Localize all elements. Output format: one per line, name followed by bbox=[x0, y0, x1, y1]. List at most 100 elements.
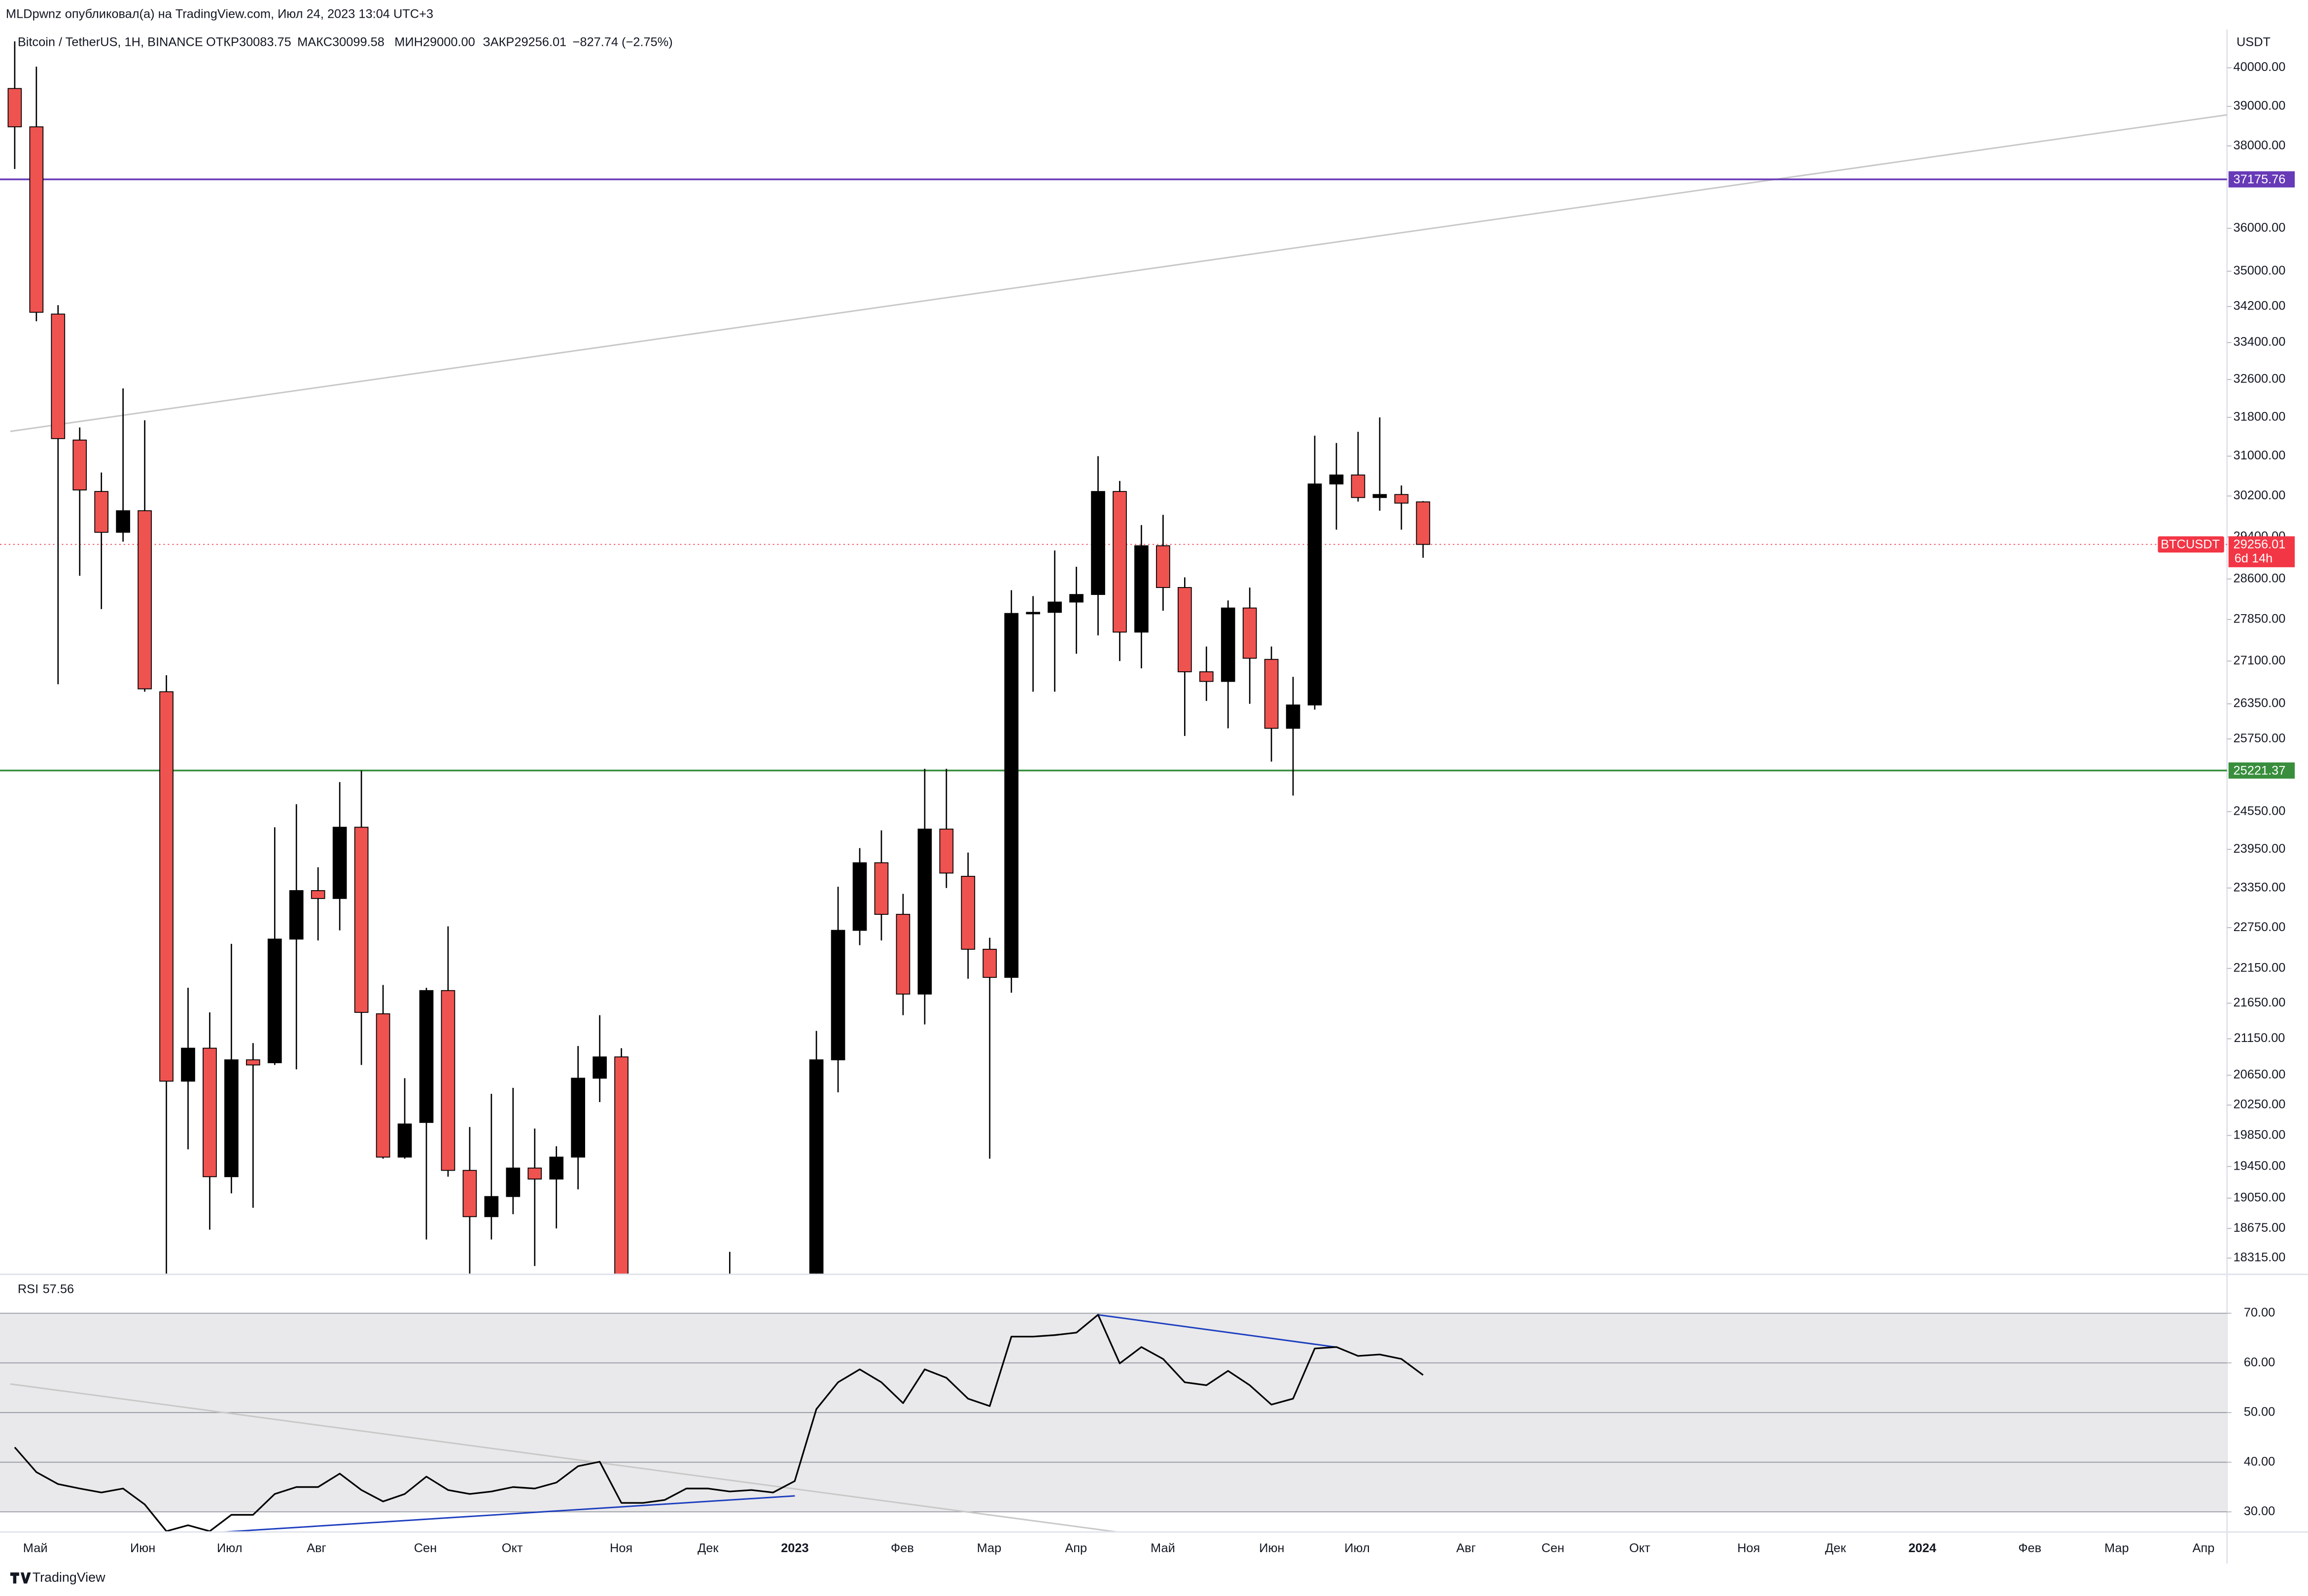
candle-body bbox=[1372, 494, 1387, 498]
x-tick-label: Дек bbox=[1825, 1541, 1846, 1555]
legend: Bitcoin / TetherUS, 1H, BINANCE ОТКР30083… bbox=[18, 35, 673, 49]
candle-body bbox=[527, 1167, 542, 1180]
x-tick-label: Май bbox=[23, 1541, 48, 1555]
candle-body bbox=[549, 1156, 564, 1180]
candle-body bbox=[94, 491, 109, 533]
candle-body bbox=[1048, 601, 1062, 613]
candle-body bbox=[441, 990, 455, 1171]
candle-body bbox=[267, 938, 282, 1064]
candle-body bbox=[1156, 545, 1170, 588]
candle-body bbox=[332, 827, 347, 899]
rsi-pane bbox=[0, 1313, 2227, 1531]
x-tick-label: Сен bbox=[1541, 1541, 1564, 1555]
candle-body bbox=[29, 126, 44, 313]
y-tick-label: 19450.00 bbox=[2234, 1159, 2286, 1173]
candle-body bbox=[1221, 607, 1235, 682]
y-tick-label: 40000.00 bbox=[2234, 60, 2286, 74]
y-tick-label: 31800.00 bbox=[2234, 410, 2286, 423]
y-tick-label: 27100.00 bbox=[2234, 654, 2286, 667]
y-tick-label: 19850.00 bbox=[2234, 1128, 2286, 1142]
rsi-line bbox=[14, 1314, 1424, 1531]
header: MLDpwnz опубликовал(а) на TradingView.co… bbox=[6, 7, 433, 21]
x-tick-label: Апр bbox=[2193, 1541, 2215, 1555]
x-tick-label: Мар bbox=[2104, 1541, 2129, 1555]
candle-body bbox=[289, 890, 304, 940]
candle-body bbox=[1416, 501, 1431, 545]
x-tick-label: Авг bbox=[1456, 1541, 1476, 1555]
y-tick-label: 34200.00 bbox=[2234, 299, 2286, 313]
y-tick-label: 18675.00 bbox=[2234, 1221, 2286, 1235]
footer-logo: TradingView bbox=[10, 1570, 105, 1585]
footer-text: TradingView bbox=[33, 1570, 105, 1585]
legend-item: МИН29000.00 bbox=[394, 35, 475, 49]
y-tick-label: 23350.00 bbox=[2234, 880, 2286, 894]
y-tick-label: 23950.00 bbox=[2234, 842, 2286, 856]
legend-item: Bitcoin / TetherUS, 1H, BINANCE bbox=[18, 35, 203, 49]
x-tick-label: Июл bbox=[217, 1541, 243, 1555]
candle-body bbox=[1091, 491, 1105, 595]
y-tick-label: 60.00 bbox=[2244, 1355, 2275, 1369]
candle-body bbox=[484, 1196, 499, 1217]
x-tick-label: Июн bbox=[1259, 1541, 1284, 1555]
candle-body bbox=[593, 1056, 607, 1079]
x-tick-label: Июл bbox=[1344, 1541, 1370, 1555]
candle-body bbox=[224, 1059, 239, 1178]
y-tick-label: 32600.00 bbox=[2234, 372, 2286, 386]
divergence-line bbox=[1098, 1314, 1337, 1348]
y-tick-label: 30200.00 bbox=[2234, 488, 2286, 502]
last-price-label: 29256.01 bbox=[2234, 538, 2286, 552]
legend-item: ОТКР30083.75 bbox=[206, 35, 291, 49]
candle-body bbox=[1069, 594, 1084, 603]
x-tick-label: Мар bbox=[977, 1541, 1002, 1555]
candle-body bbox=[1286, 704, 1300, 729]
candle-body bbox=[1329, 474, 1344, 485]
price-label-box bbox=[2228, 171, 2295, 188]
currency-label: USDT bbox=[2237, 35, 2271, 49]
price-pane bbox=[0, 41, 2227, 1274]
candle-body bbox=[1242, 607, 1257, 659]
candle-body bbox=[1264, 659, 1279, 729]
candle-body bbox=[72, 439, 87, 490]
price-label: 37175.76 bbox=[2234, 173, 2286, 186]
candle-body bbox=[354, 827, 369, 1013]
candle-body bbox=[462, 1170, 477, 1217]
legend-item: ЗАКР29256.01 bbox=[483, 35, 566, 49]
legend-item: −827.74 (−2.75%) bbox=[573, 35, 673, 49]
candle-body bbox=[203, 1047, 217, 1178]
y-tick-label: 35000.00 bbox=[2234, 264, 2286, 278]
candle-body bbox=[852, 862, 867, 931]
y-tick-label: 70.00 bbox=[2244, 1306, 2275, 1319]
candle-body bbox=[1351, 474, 1365, 498]
trend-line bbox=[10, 114, 2227, 432]
y-tick-label: 27850.00 bbox=[2234, 612, 2286, 625]
x-tick-label: Май bbox=[1151, 1541, 1175, 1555]
y-tick-label: 28600.00 bbox=[2234, 571, 2286, 585]
candle-body bbox=[181, 1047, 195, 1082]
x-tick-label: Июн bbox=[130, 1541, 155, 1555]
candle-body bbox=[159, 691, 174, 1082]
logo-icon bbox=[10, 1572, 31, 1584]
candle-body bbox=[874, 862, 889, 915]
candle-body bbox=[809, 1059, 824, 1274]
candle-body bbox=[831, 930, 845, 1061]
x-tick-label: Ноя bbox=[1737, 1541, 1760, 1555]
symbol-label-box bbox=[2158, 536, 2224, 553]
candle-body bbox=[614, 1056, 629, 1274]
y-tick-label: 19050.00 bbox=[2234, 1191, 2286, 1205]
y-tick-label: 20250.00 bbox=[2234, 1098, 2286, 1111]
y-tick-label: 39000.00 bbox=[2234, 99, 2286, 112]
candle-body bbox=[961, 875, 976, 950]
candle-body bbox=[1026, 612, 1041, 615]
candle-body bbox=[571, 1077, 585, 1158]
y-tick-label: 33400.00 bbox=[2234, 335, 2286, 349]
y-tick-label: 21150.00 bbox=[2234, 1031, 2285, 1045]
y-tick-label: 50.00 bbox=[2244, 1405, 2275, 1419]
y-tick-label: 18315.00 bbox=[2234, 1250, 2286, 1264]
x-tick-label: 2024 bbox=[1908, 1541, 1936, 1555]
x-tick-label: Авг bbox=[307, 1541, 326, 1555]
y-tick-label: 26350.00 bbox=[2234, 696, 2286, 710]
y-tick-label: 30.00 bbox=[2244, 1504, 2275, 1518]
candle-body bbox=[311, 890, 325, 899]
y-tick-label: 22750.00 bbox=[2234, 920, 2286, 934]
